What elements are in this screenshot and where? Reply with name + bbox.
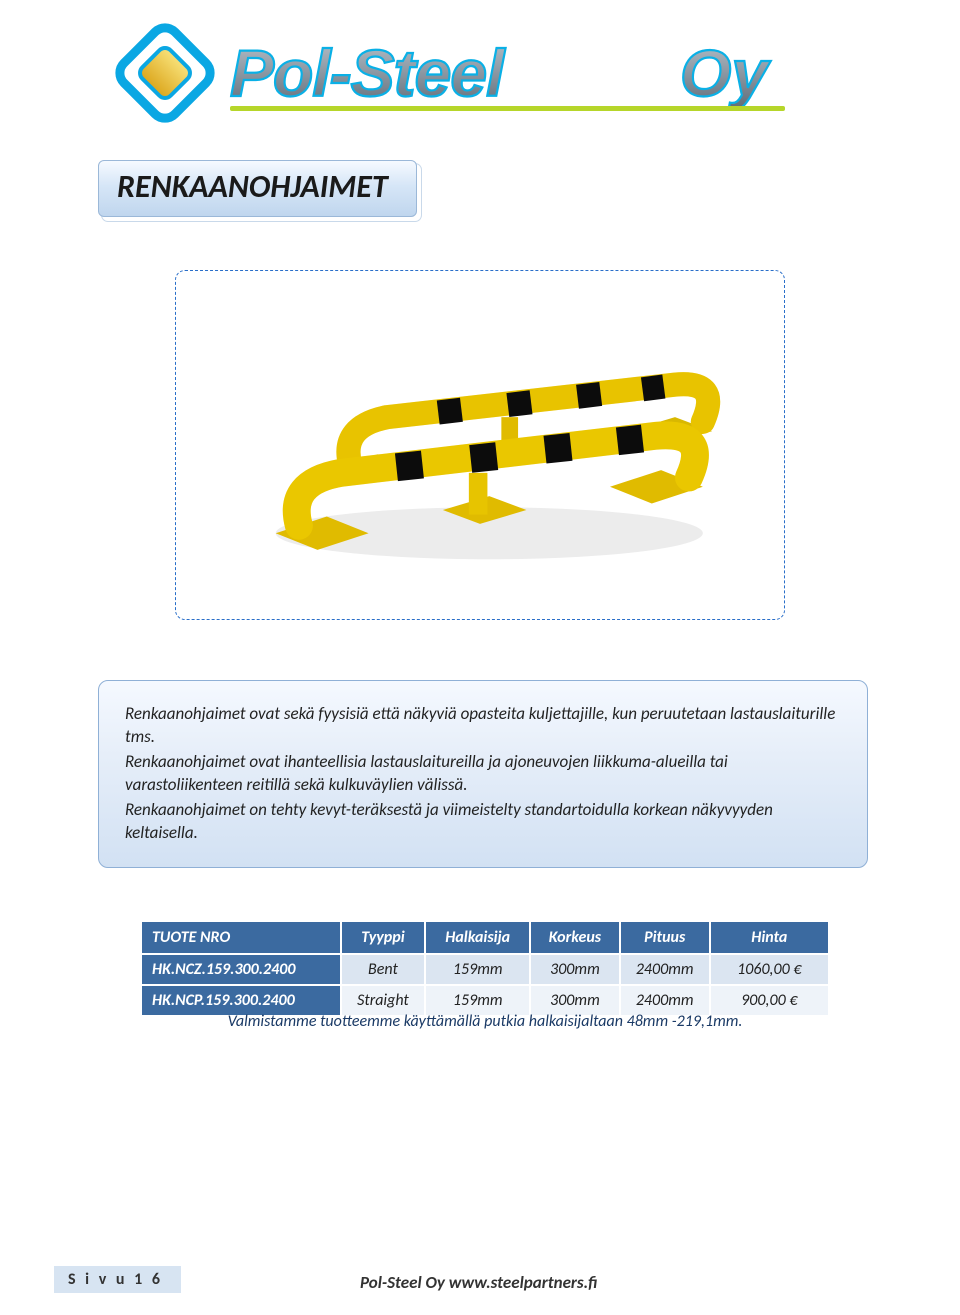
cell-diameter: 159mm xyxy=(425,954,530,985)
svg-text:Pol-Steel: Pol-Steel xyxy=(230,36,506,110)
footer-company: Pol-Steel Oy www.steelpartners.fi xyxy=(360,1272,598,1293)
table-footnote: Valmistamme tuotteemme käyttämällä putki… xyxy=(160,1012,810,1031)
col-height: Korkeus xyxy=(530,921,620,954)
svg-text:Oy: Oy xyxy=(680,36,771,110)
cell-length: 2400mm xyxy=(620,954,710,985)
col-type: Tyyppi xyxy=(341,921,426,954)
cell-price: 1060,00 € xyxy=(710,954,829,985)
table-header-row: TUOTE NRO Tyyppi Halkaisija Korkeus Pitu… xyxy=(141,921,829,954)
description-p2: Renkaanohjaimet ovat ihanteellisia lasta… xyxy=(125,751,841,797)
cell-type: Bent xyxy=(341,954,426,985)
cell-height: 300mm xyxy=(530,954,620,985)
description-box: Renkaanohjaimet ovat sekä fyysisiä että … xyxy=(98,680,868,868)
description-p3: Renkaanohjaimet on tehty kevyt-teräksest… xyxy=(125,799,841,845)
col-price: Hinta xyxy=(710,921,829,954)
description-p1: Renkaanohjaimet ovat sekä fyysisiä että … xyxy=(125,703,841,749)
wheel-guide-illustration xyxy=(220,295,740,595)
product-table: TUOTE NRO Tyyppi Halkaisija Korkeus Pitu… xyxy=(140,920,830,1017)
col-length: Pituus xyxy=(620,921,710,954)
page-title: RENKAANOHJAIMET xyxy=(98,160,417,217)
table-row: HK.NCZ.159.300.2400 Bent 159mm 300mm 240… xyxy=(141,954,829,985)
cell-sku: HK.NCZ.159.300.2400 xyxy=(141,954,341,985)
page-number-badge: S i v u 1 6 xyxy=(54,1266,181,1293)
company-logo: Pol-Steel Oy xyxy=(110,18,850,128)
col-sku: TUOTE NRO xyxy=(141,921,341,954)
col-diameter: Halkaisija xyxy=(425,921,530,954)
product-image-box xyxy=(175,270,785,620)
